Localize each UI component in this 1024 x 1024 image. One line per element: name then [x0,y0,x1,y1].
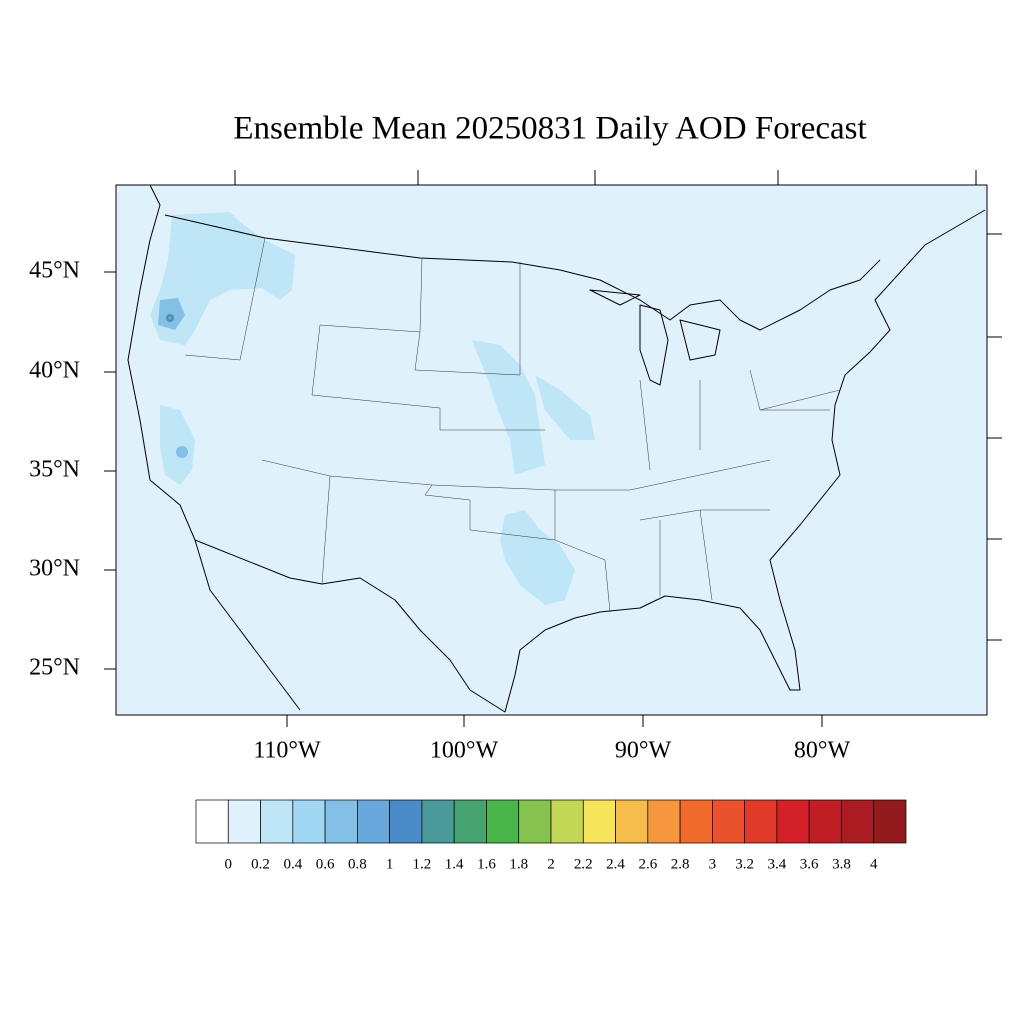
colorbar-label: 0.8 [348,856,367,872]
colorbar-label: 2.4 [606,856,625,872]
lat-label: 40°N [29,358,80,384]
colorbar-box [421,799,455,844]
plume [500,510,575,605]
map-labels: 45°N 40°N 35°N 30°N 25°N 110°W 100°W 90°W 80°W [29,258,850,764]
colorbar-box [357,799,390,844]
colorbar-box [873,799,907,844]
plume [535,375,595,440]
colorbar-label: 1.6 [477,856,496,872]
colorbar-label: 0.4 [283,856,302,872]
colorbar: 0 0.2 0.4 0.6 0.8 1 1.2 1.4 1.6 1.8 2 2.2 2.4 2.6 2.8 3… [195,799,907,872]
plume [150,212,295,345]
plume [158,298,185,330]
colorbar-box [550,799,584,844]
colorbar-label: 3 [709,856,717,872]
colorbar-label: 3.6 [800,856,819,872]
colorbar-box [389,799,423,844]
colorbar-box [292,799,326,844]
colorbar-box [582,799,616,844]
colorbar-box [615,799,649,844]
lon-label: 80°W [794,738,851,764]
lon-label: 110°W [253,738,321,764]
lon-label: 90°W [615,738,672,764]
colorbar-label: 2.8 [671,856,690,872]
colorbar-box [841,799,875,844]
colorbar-label: 2.6 [638,856,657,872]
lat-label: 25°N [29,655,80,681]
colorbar-box [744,799,778,844]
colorbar-box [195,799,229,844]
colorbar-label: 3.2 [735,856,754,872]
lon-label: 100°W [430,738,499,764]
colorbar-box [712,799,745,844]
colorbar-label: 1.2 [413,856,432,872]
colorbar-label: 1.8 [509,856,528,872]
lat-label: 45°N [29,258,80,284]
map-title: Ensemble Mean 20250831 Daily AOD Forecas… [233,111,866,147]
plume [168,316,172,320]
colorbar-box [486,799,520,844]
map-ticks [104,170,1002,727]
lat-label: 35°N [29,457,80,483]
colorbar-box [808,799,842,844]
colorbar-box [324,799,358,844]
colorbar-label: 1 [386,856,394,872]
colorbar-label: 2 [547,856,555,872]
colorbar-label: 0.6 [316,856,335,872]
plume [160,405,195,485]
plume [176,446,188,458]
great-lakes [589,289,721,386]
coastline [127,184,986,713]
colorbar-box [260,799,294,844]
state-lines [184,237,841,613]
colorbar-box [227,799,261,844]
colorbar-label: 1.4 [445,856,464,872]
colorbar-label: 0.2 [251,856,270,872]
aod-plumes [150,212,595,605]
colorbar-box [679,799,713,844]
colorbar-label: 0 [225,856,233,872]
lat-label: 30°N [29,556,80,582]
colorbar-box [647,799,681,844]
colorbar-label: 3.4 [768,856,787,872]
colorbar-label: 3.8 [832,856,851,872]
colorbar-box [776,799,810,844]
border [164,214,881,331]
colorbar-label: 4 [870,856,878,872]
colorbar-box [453,799,487,844]
map [115,184,988,716]
colorbar-box [518,799,552,844]
colorbar-label: 2.2 [574,856,593,872]
